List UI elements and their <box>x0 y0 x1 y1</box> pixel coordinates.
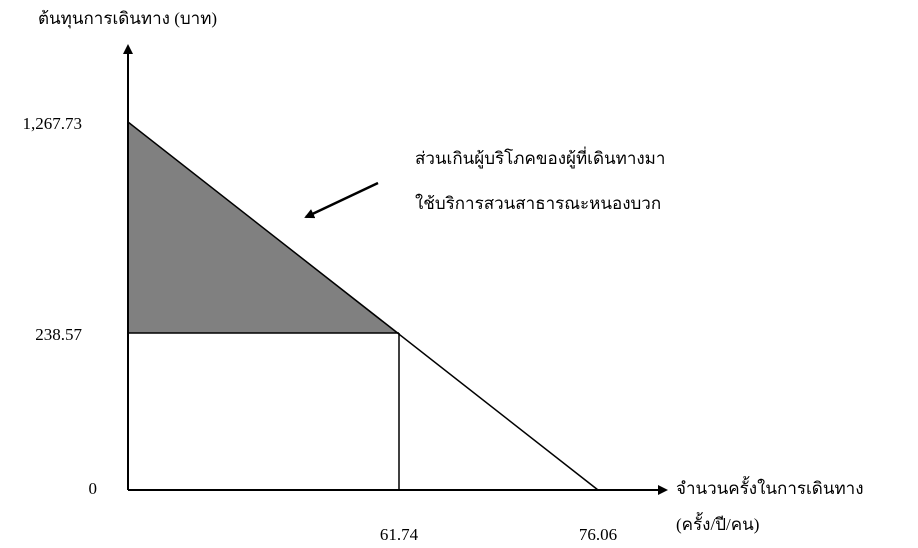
x-tick-label: 76.06 <box>579 525 617 544</box>
x-axis-label: จำนวนครั้งในการเดินทาง <box>676 476 864 498</box>
x-axis-label: (ครั้ง/ปี/คน) <box>676 512 759 534</box>
annotation-arrow <box>306 183 378 217</box>
y-axis-label: ต้นทุนการเดินทาง (บาท) <box>38 9 217 29</box>
x-tick-label: 61.74 <box>380 525 419 544</box>
y-tick-label: 0 <box>89 479 98 498</box>
annotation-text: ใช้บริการสวนสาธารณะหนองบวก <box>415 193 661 213</box>
diagram: ต้นทุนการเดินทาง (บาท) 1,267.73 238.57 0… <box>0 0 918 548</box>
annotation-text: ส่วนเกินผู้บริโภคของผู้ที่เดินทางมา <box>415 146 665 169</box>
y-tick-label: 238.57 <box>35 325 82 344</box>
y-tick-label: 1,267.73 <box>23 114 83 133</box>
